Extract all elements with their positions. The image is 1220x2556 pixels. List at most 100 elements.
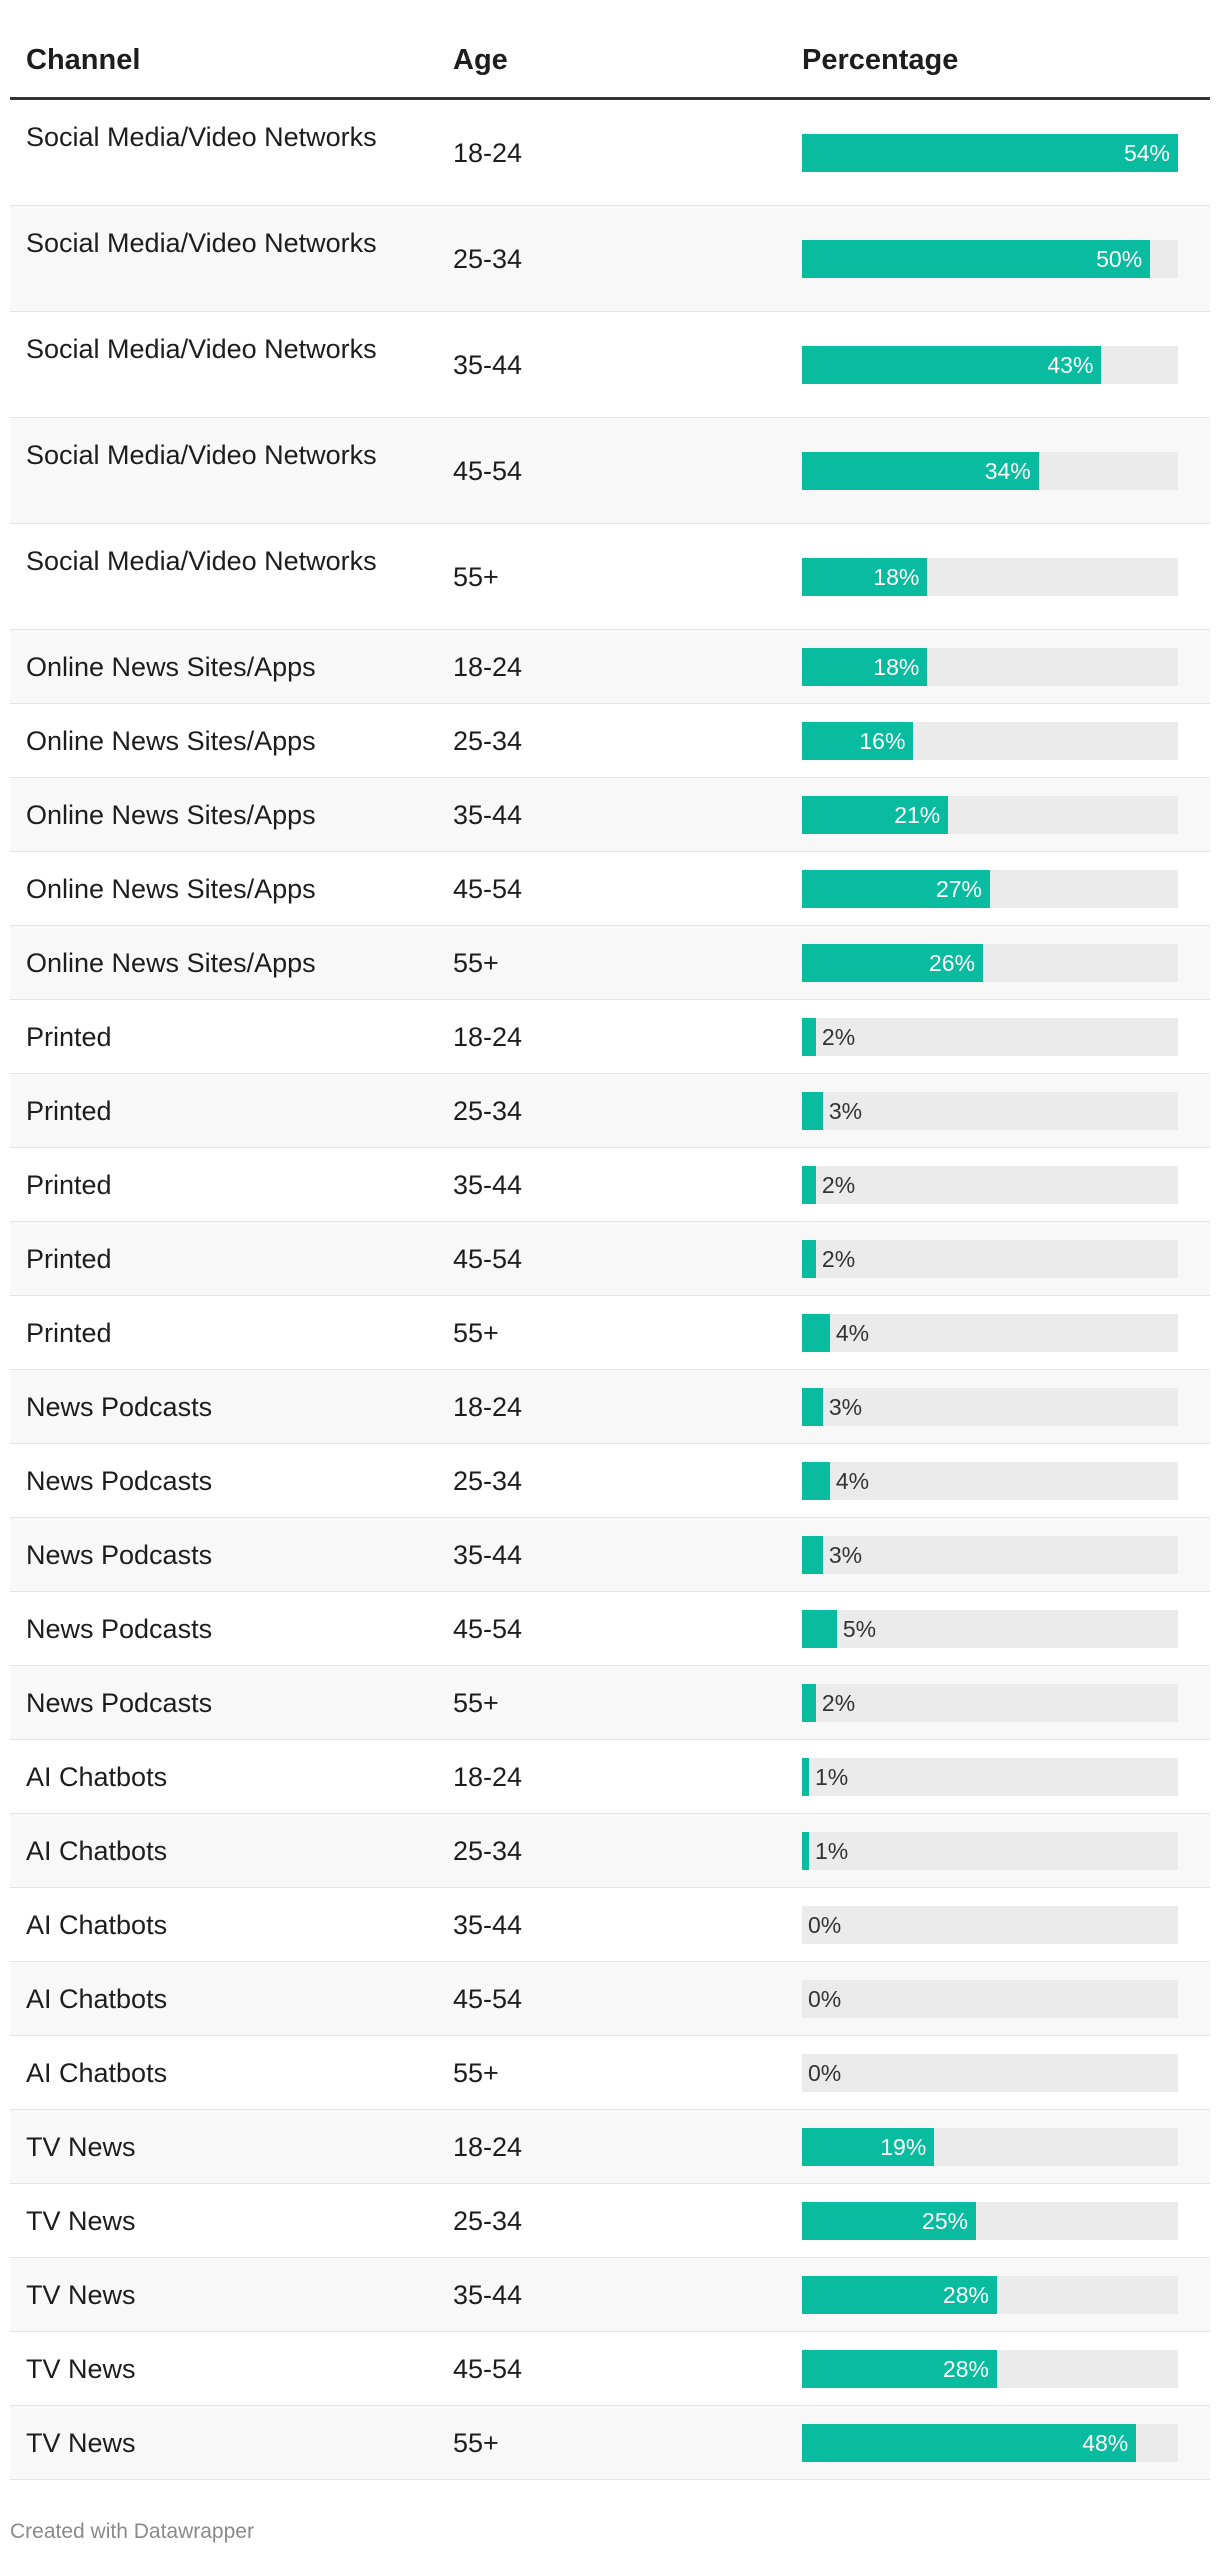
bar-track: 18% xyxy=(802,558,1178,596)
bar-fill xyxy=(802,1610,837,1648)
bar-value-label: 48% xyxy=(1082,2430,1129,2456)
cell-channel: Printed xyxy=(26,1022,112,1052)
bar-value-label: 4% xyxy=(835,1320,870,1346)
bar-fill xyxy=(802,1684,816,1722)
table-row: AI Chatbots 35-44 0% xyxy=(10,1888,1210,1962)
cell-channel: Online News Sites/Apps xyxy=(26,874,316,904)
bar-track: 26% xyxy=(802,944,1178,982)
bar-track: 16% xyxy=(802,722,1178,760)
bar-fill xyxy=(802,944,984,982)
bar-track: 4% xyxy=(802,1462,1178,1500)
table-row: TV News 25-34 25% xyxy=(10,2184,1210,2258)
cell-age: 45-54 xyxy=(453,456,523,486)
table-row: Social Media/Video Networks 25-34 50% xyxy=(10,206,1210,312)
cell-channel: Social Media/Video Networks xyxy=(26,228,377,258)
bar-value-label: 0% xyxy=(808,1986,842,2012)
bar-value-label: 18% xyxy=(873,564,920,590)
bar-fill xyxy=(802,1462,830,1500)
bar-fill xyxy=(802,2350,997,2388)
table-row: News Podcasts 55+ 2% xyxy=(10,1666,1210,1740)
cell-age: 25-34 xyxy=(453,244,523,274)
cell-age: 18-24 xyxy=(453,138,523,168)
cell-channel: AI Chatbots xyxy=(26,1762,168,1792)
bar-track: 21% xyxy=(802,796,1178,834)
cell-age: 25-34 xyxy=(453,726,523,756)
table-row: TV News 35-44 28% xyxy=(10,2258,1210,2332)
cell-channel: TV News xyxy=(26,2280,136,2310)
bar-fill xyxy=(802,2424,1137,2462)
bar-value-label: 34% xyxy=(984,458,1031,484)
cell-channel: Social Media/Video Networks xyxy=(26,546,377,576)
cell-channel: Social Media/Video Networks xyxy=(26,440,377,470)
cell-channel: TV News xyxy=(26,2206,136,2236)
cell-age: 55+ xyxy=(453,2428,499,2458)
cell-age: 35-44 xyxy=(453,1170,523,1200)
bar-value-label: 5% xyxy=(842,1616,877,1642)
bar-value-label: 26% xyxy=(929,950,976,976)
header-percentage[interactable]: Percentage xyxy=(802,44,959,76)
bar-fill xyxy=(802,134,1178,172)
bar-fill xyxy=(802,452,1039,490)
table-body: Social Media/Video Networks 18-24 54% Socia… xyxy=(10,100,1210,2480)
header-channel[interactable]: Channel xyxy=(26,44,141,76)
bar-track: 50% xyxy=(802,240,1178,278)
bar-value-label: 0% xyxy=(808,1912,842,1938)
cell-channel: Social Media/Video Networks xyxy=(26,122,377,152)
cell-age: 18-24 xyxy=(453,1762,523,1792)
header-age[interactable]: Age xyxy=(453,44,508,76)
table-row: Social Media/Video Networks 45-54 34% xyxy=(10,418,1210,524)
bar-fill xyxy=(802,346,1102,384)
table-row: Printed 35-44 2% xyxy=(10,1148,1210,1222)
table-row: Online News Sites/Apps 35-44 21% xyxy=(10,778,1210,852)
table-row: Online News Sites/Apps 18-24 18% xyxy=(10,630,1210,704)
bar-fill xyxy=(802,1536,823,1574)
bar-value-label: 0% xyxy=(808,2060,842,2086)
bar-track: 0% xyxy=(802,2054,1178,2092)
bar-track: 19% xyxy=(802,2128,1178,2166)
bar-fill xyxy=(802,2128,935,2166)
bar-track: 0% xyxy=(802,1980,1178,2018)
bar-fill xyxy=(802,1758,809,1796)
cell-age: 45-54 xyxy=(453,2354,523,2384)
bar-track: 2% xyxy=(802,1166,1178,1204)
cell-channel: Social Media/Video Networks xyxy=(26,334,377,364)
table-row: News Podcasts 25-34 4% xyxy=(10,1444,1210,1518)
bar-fill xyxy=(802,1388,823,1426)
bar-value-label: 3% xyxy=(828,1098,863,1124)
table-row: AI Chatbots 55+ 0% xyxy=(10,2036,1210,2110)
table-row: News Podcasts 18-24 3% xyxy=(10,1370,1210,1444)
bar-value-label: 3% xyxy=(828,1542,863,1568)
cell-channel: TV News xyxy=(26,2132,136,2162)
table-row: Online News Sites/Apps 45-54 27% xyxy=(10,852,1210,926)
bar-value-label: 2% xyxy=(821,1172,856,1198)
bar-track: 1% xyxy=(802,1758,1178,1796)
cell-channel: News Podcasts xyxy=(26,1688,213,1718)
cell-age: 18-24 xyxy=(453,2132,523,2162)
table-row: Online News Sites/Apps 55+ 26% xyxy=(10,926,1210,1000)
bar-value-label: 28% xyxy=(942,2356,989,2382)
bar-value-label: 28% xyxy=(942,2282,989,2308)
cell-age: 35-44 xyxy=(453,2280,523,2310)
cell-age: 35-44 xyxy=(453,350,523,380)
cell-channel: News Podcasts xyxy=(26,1540,213,1570)
cell-channel: AI Chatbots xyxy=(26,1910,168,1940)
bar-fill xyxy=(802,1018,816,1056)
cell-age: 18-24 xyxy=(453,652,523,682)
cell-age: 45-54 xyxy=(453,874,523,904)
bar-fill xyxy=(802,1832,809,1870)
bar-value-label: 1% xyxy=(814,1838,849,1864)
bar-track: 4% xyxy=(802,1314,1178,1352)
cell-age: 55+ xyxy=(453,948,499,978)
cell-channel: AI Chatbots xyxy=(26,2058,168,2088)
cell-age: 35-44 xyxy=(453,800,523,830)
bar-track: 2% xyxy=(802,1018,1178,1056)
cell-channel: Online News Sites/Apps xyxy=(26,800,316,830)
table-row: Social Media/Video Networks 18-24 54% xyxy=(10,100,1210,206)
table-row: TV News 18-24 19% xyxy=(10,2110,1210,2184)
cell-age: 35-44 xyxy=(453,1910,523,1940)
bar-track: 3% xyxy=(802,1536,1178,1574)
bar-fill xyxy=(802,722,914,760)
cell-age: 55+ xyxy=(453,562,499,592)
cell-age: 55+ xyxy=(453,1688,499,1718)
bar-track: 28% xyxy=(802,2276,1178,2314)
